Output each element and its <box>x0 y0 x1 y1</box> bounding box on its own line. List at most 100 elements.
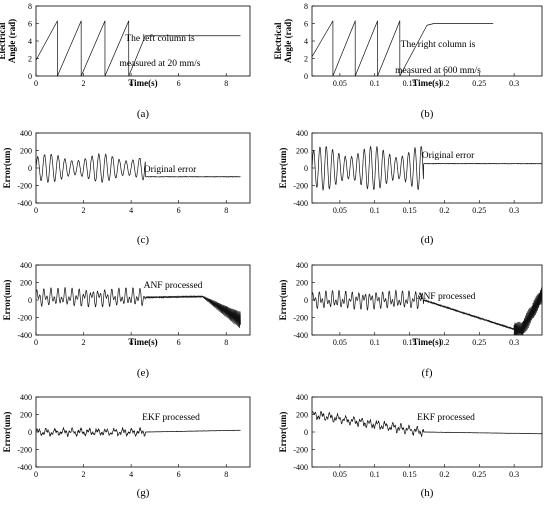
panel-f-annotation: ANF processed <box>417 292 476 302</box>
panel-h: 400 200 0 -200 -400 0.05 0.1 0.15 0.2 0.25 0.3 Erro… <box>278 393 543 499</box>
y-axis-label: ElectricalAngle (rad) <box>0 19 17 63</box>
panel-g-caption: (g) <box>137 487 150 499</box>
x-tick-label: 0.3 <box>509 206 519 215</box>
y-tick-label: 8 <box>304 2 308 11</box>
y-tick-label: -200 <box>17 314 32 323</box>
x-tick-label: 6 <box>177 79 181 88</box>
x-tick-label: 2 <box>82 338 86 347</box>
x-tick-label: 0.2 <box>439 470 449 479</box>
x-tick-label: 6 <box>177 470 181 479</box>
x-tick-label: 0.15 <box>403 79 417 88</box>
x-tick-label: 4 <box>129 206 133 215</box>
panel-h-series-line <box>311 410 543 438</box>
y-tick-label: -400 <box>17 199 32 208</box>
panel-d-plot-frame <box>311 132 543 204</box>
y-tick-label: -400 <box>17 463 32 472</box>
x-tick-label: 6 <box>177 206 181 215</box>
panel-a-series-line <box>35 20 241 77</box>
x-tick-label: 0.15 <box>403 206 417 215</box>
y-tick-label: 0 <box>304 428 308 437</box>
y-tick-label: -400 <box>293 331 308 340</box>
y-tick-label: 0 <box>28 296 32 305</box>
y-axis-label: Error(um) <box>278 280 288 321</box>
x-tick-label: 0.25 <box>472 79 486 88</box>
panel-h-caption: (h) <box>421 487 434 499</box>
y-tick-label: -200 <box>293 182 308 191</box>
y-tick-label: 200 <box>20 411 32 420</box>
y-tick-label: -400 <box>17 331 32 340</box>
panel-b: 8 6 4 2 0 0.05 0.1 0.15 0.2 0.25 0.3 ElectricalAngl… <box>273 2 543 120</box>
y-tick-label: -400 <box>293 463 308 472</box>
y-tick-label: 0 <box>304 72 308 81</box>
y-tick-label: 400 <box>296 261 308 270</box>
x-tick-label: 8 <box>224 206 228 215</box>
y-tick-label: 0 <box>304 164 308 173</box>
y-tick-label: 6 <box>28 20 32 29</box>
panel-f-caption: (f) <box>422 367 433 379</box>
y-tick-label: 0 <box>28 428 32 437</box>
y-tick-label: -200 <box>17 446 32 455</box>
x-tick-label: 0 <box>34 470 38 479</box>
x-tick-label: 0.2 <box>439 338 449 347</box>
x-tick-label: 2 <box>82 79 86 88</box>
panel-a-annotation: measured at 20 mm/s <box>120 59 201 69</box>
y-axis-label: Error(um) <box>2 412 12 453</box>
x-tick-label: 6 <box>177 338 181 347</box>
y-tick-label: 200 <box>296 279 308 288</box>
x-tick-label: 0.15 <box>403 338 417 347</box>
panel-e-series-line <box>35 287 241 329</box>
panel-c-caption: (c) <box>137 234 150 246</box>
panel-g-annotation: EKF processed <box>142 413 200 423</box>
y-axis-label: Error(um) <box>2 148 12 189</box>
y-tick-label: 400 <box>20 261 32 270</box>
y-axis-label: ElectricalAngle (rad) <box>273 19 293 63</box>
y-tick-label: 0 <box>28 72 32 81</box>
panel-d-series-line <box>311 146 543 191</box>
y-axis-label: Error(um) <box>278 412 288 453</box>
panel-c-series-line <box>35 153 241 183</box>
y-tick-label: 4 <box>304 37 308 46</box>
x-tick-label: 0.05 <box>333 470 347 479</box>
y-tick-label: 4 <box>28 37 32 46</box>
panel-d: 400 200 0 -200 -400 0.05 0.1 0.15 0.2 0.25 0.3 Erro… <box>278 129 543 246</box>
x-tick-label: 0.2 <box>439 206 449 215</box>
x-tick-label: 0.25 <box>472 338 486 347</box>
x-tick-label: 4 <box>129 470 133 479</box>
x-tick-label: 0.1 <box>370 470 380 479</box>
x-tick-label: 4 <box>129 338 133 347</box>
x-tick-label: 8 <box>224 470 228 479</box>
x-tick-label: 0.1 <box>370 79 380 88</box>
y-tick-label: -200 <box>293 446 308 455</box>
y-axis-label: Error(um) <box>278 148 288 189</box>
y-tick-label: 200 <box>20 147 32 156</box>
panel-b-annotation: measured at 600 mm/s <box>395 66 481 76</box>
x-tick-label: 0.15 <box>403 470 417 479</box>
x-tick-label: 0.1 <box>370 338 380 347</box>
x-tick-label: 0.05 <box>333 206 347 215</box>
x-axis-label: Time(s) <box>412 337 441 347</box>
x-tick-label: 0.3 <box>509 79 519 88</box>
x-tick-label: 4 <box>129 79 133 88</box>
x-tick-label: 0.05 <box>333 338 347 347</box>
y-tick-label: 200 <box>296 147 308 156</box>
x-tick-label: 0.25 <box>472 206 486 215</box>
panel-b-annotation: The right column is <box>401 40 476 50</box>
y-tick-label: -200 <box>17 182 32 191</box>
panel-e-annotation: ANF processed <box>144 281 203 291</box>
y-tick-label: -200 <box>293 314 308 323</box>
panel-a-caption: (a) <box>137 108 150 120</box>
y-tick-label: 400 <box>296 129 308 138</box>
panel-h-annotation: EKF processed <box>417 413 475 423</box>
y-tick-label: 400 <box>20 393 32 402</box>
x-tick-label: 0.05 <box>333 79 347 88</box>
y-tick-label: 0 <box>304 296 308 305</box>
x-tick-label: 0.3 <box>509 470 519 479</box>
x-tick-label: 0 <box>34 338 38 347</box>
x-axis-label: Time(s) <box>128 337 157 347</box>
panel-f-series-line <box>311 287 543 336</box>
y-tick-label: 400 <box>20 129 32 138</box>
